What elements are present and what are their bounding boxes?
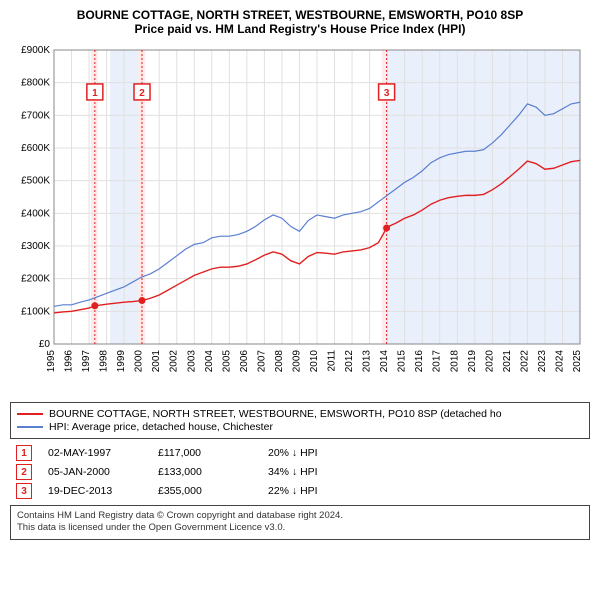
transaction-pct: 20% ↓ HPI xyxy=(268,447,378,459)
legend-swatch xyxy=(17,426,43,428)
svg-text:1996: 1996 xyxy=(64,350,75,373)
legend-label: BOURNE COTTAGE, NORTH STREET, WESTBOURNE… xyxy=(49,408,502,420)
footer-line1: Contains HM Land Registry data © Crown c… xyxy=(17,510,583,522)
transaction-price: £133,000 xyxy=(158,466,268,478)
svg-text:£0: £0 xyxy=(39,339,51,350)
legend-swatch xyxy=(17,413,43,415)
svg-text:2002: 2002 xyxy=(169,350,180,373)
svg-text:2024: 2024 xyxy=(554,350,565,373)
svg-text:£100K: £100K xyxy=(21,306,50,317)
svg-text:£700K: £700K xyxy=(21,110,50,121)
svg-text:2011: 2011 xyxy=(327,350,338,372)
svg-text:1995: 1995 xyxy=(46,350,57,373)
svg-text:2018: 2018 xyxy=(449,350,460,373)
chart-title-line1: BOURNE COTTAGE, NORTH STREET, WESTBOURNE… xyxy=(10,8,590,22)
svg-text:2000: 2000 xyxy=(134,350,145,373)
svg-text:2008: 2008 xyxy=(274,350,285,373)
transaction-price: £355,000 xyxy=(158,485,268,497)
transaction-row: 1 02-MAY-1997£117,00020% ↓ HPI xyxy=(16,445,590,461)
svg-text:£300K: £300K xyxy=(21,241,50,252)
legend-item: HPI: Average price, detached house, Chic… xyxy=(17,421,583,433)
transaction-row: 3 19-DEC-2013£355,00022% ↓ HPI xyxy=(16,483,590,499)
svg-text:1999: 1999 xyxy=(116,350,127,373)
transaction-list: 1 02-MAY-1997£117,00020% ↓ HPI 2 05-JAN-200… xyxy=(10,445,590,499)
svg-text:2013: 2013 xyxy=(362,350,373,373)
svg-text:3: 3 xyxy=(384,88,390,99)
svg-text:2016: 2016 xyxy=(414,350,425,373)
svg-text:2021: 2021 xyxy=(502,350,513,373)
svg-text:2017: 2017 xyxy=(432,350,443,373)
chart-svg: £0 £100K £200K £300K £400K £500K £600K £700K £80… xyxy=(10,42,590,392)
transaction-date: 19-DEC-2013 xyxy=(48,485,158,497)
legend-box: BOURNE COTTAGE, NORTH STREET, WESTBOURNE… xyxy=(10,402,590,439)
transaction-price: £117,000 xyxy=(158,447,268,459)
svg-text:2006: 2006 xyxy=(239,350,250,373)
transaction-marker: 1 xyxy=(16,445,32,461)
svg-text:1997: 1997 xyxy=(81,350,92,373)
footer-line2: This data is licensed under the Open Gov… xyxy=(17,522,583,534)
svg-text:£500K: £500K xyxy=(21,176,50,187)
svg-text:£200K: £200K xyxy=(21,274,50,285)
svg-text:2009: 2009 xyxy=(291,350,302,373)
svg-text:£400K: £400K xyxy=(21,208,50,219)
svg-text:2007: 2007 xyxy=(256,350,267,373)
svg-text:2003: 2003 xyxy=(186,350,197,373)
chart-title-line2: Price paid vs. HM Land Registry's House … xyxy=(10,22,590,36)
legend-item: BOURNE COTTAGE, NORTH STREET, WESTBOURNE… xyxy=(17,408,583,420)
svg-text:2004: 2004 xyxy=(204,350,215,373)
transaction-row: 2 05-JAN-2000£133,00034% ↓ HPI xyxy=(16,464,590,480)
svg-text:2023: 2023 xyxy=(537,350,548,373)
transaction-date: 05-JAN-2000 xyxy=(48,466,158,478)
svg-text:2025: 2025 xyxy=(572,350,583,373)
svg-text:2001: 2001 xyxy=(151,350,162,373)
svg-text:2022: 2022 xyxy=(519,350,530,373)
svg-text:2014: 2014 xyxy=(379,350,390,373)
svg-text:2015: 2015 xyxy=(397,350,408,373)
svg-text:2012: 2012 xyxy=(344,350,355,373)
svg-text:2005: 2005 xyxy=(221,350,232,373)
chart-title-block: BOURNE COTTAGE, NORTH STREET, WESTBOURNE… xyxy=(10,8,590,36)
price-chart: £0 £100K £200K £300K £400K £500K £600K £700K £80… xyxy=(10,42,590,392)
svg-text:£900K: £900K xyxy=(21,45,50,56)
svg-text:2019: 2019 xyxy=(467,350,478,373)
transaction-marker: 2 xyxy=(16,464,32,480)
transaction-pct: 34% ↓ HPI xyxy=(268,466,378,478)
legend-label: HPI: Average price, detached house, Chic… xyxy=(49,421,273,433)
svg-text:1: 1 xyxy=(92,88,98,99)
svg-text:£800K: £800K xyxy=(21,78,50,89)
svg-text:2010: 2010 xyxy=(309,350,320,373)
transaction-marker: 3 xyxy=(16,483,32,499)
data-attribution: Contains HM Land Registry data © Crown c… xyxy=(10,505,590,540)
svg-text:2: 2 xyxy=(139,88,145,99)
svg-text:1998: 1998 xyxy=(99,350,110,373)
transaction-date: 02-MAY-1997 xyxy=(48,447,158,459)
transaction-pct: 22% ↓ HPI xyxy=(268,485,378,497)
svg-text:2020: 2020 xyxy=(484,350,495,373)
page-container: BOURNE COTTAGE, NORTH STREET, WESTBOURNE… xyxy=(0,0,600,546)
svg-text:£600K: £600K xyxy=(21,143,50,154)
